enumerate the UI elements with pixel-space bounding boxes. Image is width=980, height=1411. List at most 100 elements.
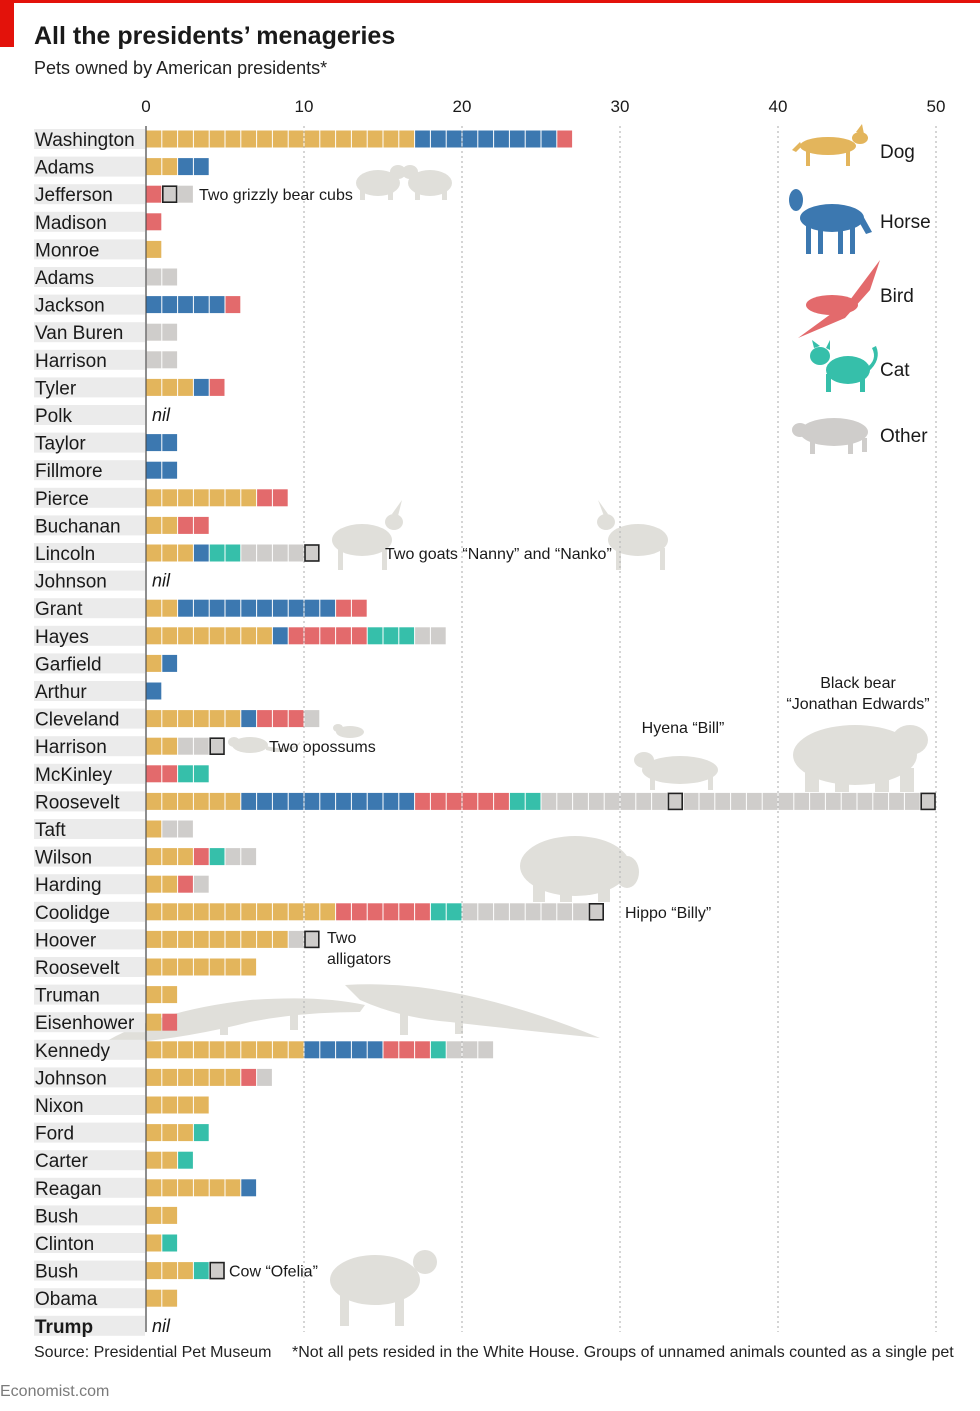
pet-cell-dog <box>147 821 162 838</box>
pet-cell-dog <box>147 986 162 1003</box>
pet-cell-other <box>415 627 430 644</box>
president-name: Clinton <box>35 1234 94 1255</box>
cat-icon <box>810 340 878 392</box>
pet-cell-other <box>241 848 256 865</box>
president-name: Johnson <box>35 572 107 593</box>
pet-cell-other <box>747 793 762 810</box>
pet-cell-dog <box>147 489 162 506</box>
pet-cell-dog <box>147 600 162 617</box>
pet-cell-dog <box>162 1097 177 1114</box>
pet-cell-cat <box>226 545 241 562</box>
pet-cell-other <box>162 186 177 203</box>
pet-cell-other <box>463 1041 478 1058</box>
annotation-alligators: Two <box>327 930 356 947</box>
hyena-silhouette <box>634 752 718 790</box>
pet-cell-dog <box>147 379 162 396</box>
president-name: Carter <box>35 1151 88 1172</box>
pet-cell-other <box>478 1041 493 1058</box>
pet-cell-other <box>715 793 730 810</box>
pet-cell-dog <box>162 710 177 727</box>
pet-cell-dog <box>147 241 162 258</box>
pet-cell-dog <box>162 1262 177 1279</box>
pet-cell-dog <box>147 1069 162 1086</box>
president-name: Trump <box>35 1317 93 1338</box>
pet-cell-other <box>605 793 620 810</box>
pet-cell-other <box>178 738 193 755</box>
pet-cell-dog <box>147 1235 162 1252</box>
pet-cell-dog <box>194 1041 209 1058</box>
annotation-lincoln: Two goats “Nanny” and “Nanko” <box>385 546 612 563</box>
pet-cell-horse <box>447 131 462 148</box>
pet-cell-other <box>289 931 304 948</box>
pet-cell-dog <box>178 710 193 727</box>
pet-cell-dog <box>226 1179 241 1196</box>
president-name: Jefferson <box>35 185 113 206</box>
president-name: Bush <box>35 1262 78 1283</box>
pet-cell-horse <box>178 600 193 617</box>
pet-cell-horse <box>368 1041 383 1058</box>
pet-cell-bird <box>336 600 351 617</box>
pet-cell-other <box>162 269 177 286</box>
pet-cell-dog <box>194 131 209 148</box>
pet-cell-bird <box>431 793 446 810</box>
pet-cell-dog <box>147 517 162 534</box>
pet-cell-other <box>589 903 604 920</box>
pet-cell-dog <box>178 1097 193 1114</box>
pet-cell-other <box>542 793 557 810</box>
president-name: Washington <box>35 130 135 151</box>
pet-cell-other <box>905 793 920 810</box>
president-name: Fillmore <box>35 461 103 482</box>
pet-cell-dog <box>147 545 162 562</box>
pet-cell-horse <box>336 793 351 810</box>
pet-cell-dog <box>178 959 193 976</box>
pet-cell-dog <box>162 959 177 976</box>
pet-cell-other <box>447 1041 462 1058</box>
pet-cell-horse <box>352 793 367 810</box>
pet-cell-dog <box>289 903 304 920</box>
brand-mark: Economist.com <box>0 1383 109 1401</box>
pet-cell-other <box>431 627 446 644</box>
pet-cell-dog <box>162 1041 177 1058</box>
annotation-bear: “Jonathan Edwards” <box>786 696 929 713</box>
president-name: Roosevelt <box>35 958 120 979</box>
pet-cell-cat <box>178 1152 193 1169</box>
pet-cell-dog <box>273 1041 288 1058</box>
pet-cell-horse <box>162 462 177 479</box>
pet-cell-dog <box>384 131 399 148</box>
pet-cell-other <box>700 793 715 810</box>
pet-cell-other <box>858 793 873 810</box>
pet-cell-dog <box>162 793 177 810</box>
pet-cell-other <box>147 324 162 341</box>
x-tick-label: 30 <box>611 97 630 116</box>
pet-cell-bird <box>463 793 478 810</box>
pet-cell-cat <box>162 1235 177 1252</box>
pet-cell-other <box>162 324 177 341</box>
pet-cell-horse <box>399 793 414 810</box>
pet-cell-dog <box>257 1041 272 1058</box>
pet-cell-bird <box>147 213 162 230</box>
president-name: Monroe <box>35 240 99 261</box>
pet-cell-other <box>147 269 162 286</box>
pet-cell-other <box>257 1069 272 1086</box>
pet-cell-dog <box>241 131 256 148</box>
pet-cell-dog <box>210 131 225 148</box>
pet-cell-cat <box>194 1262 209 1279</box>
pet-cell-dog <box>210 627 225 644</box>
pet-cell-bird <box>305 627 320 644</box>
pet-cell-dog <box>178 1262 193 1279</box>
pet-cell-dog <box>162 876 177 893</box>
pig-icon <box>792 418 868 454</box>
pet-cell-dog <box>147 1014 162 1031</box>
pet-cell-dog <box>147 131 162 148</box>
pet-cell-other <box>794 793 809 810</box>
pet-cell-other <box>210 738 225 755</box>
pet-cell-other <box>636 793 651 810</box>
president-name: Reagan <box>35 1179 102 1200</box>
president-name: Johnson <box>35 1068 107 1089</box>
pet-cell-bird <box>415 1041 430 1058</box>
pet-cell-horse <box>273 627 288 644</box>
pet-cell-other <box>162 351 177 368</box>
pet-cell-other <box>210 1262 225 1279</box>
pet-cell-dog <box>162 1152 177 1169</box>
pet-cell-other <box>178 186 193 203</box>
